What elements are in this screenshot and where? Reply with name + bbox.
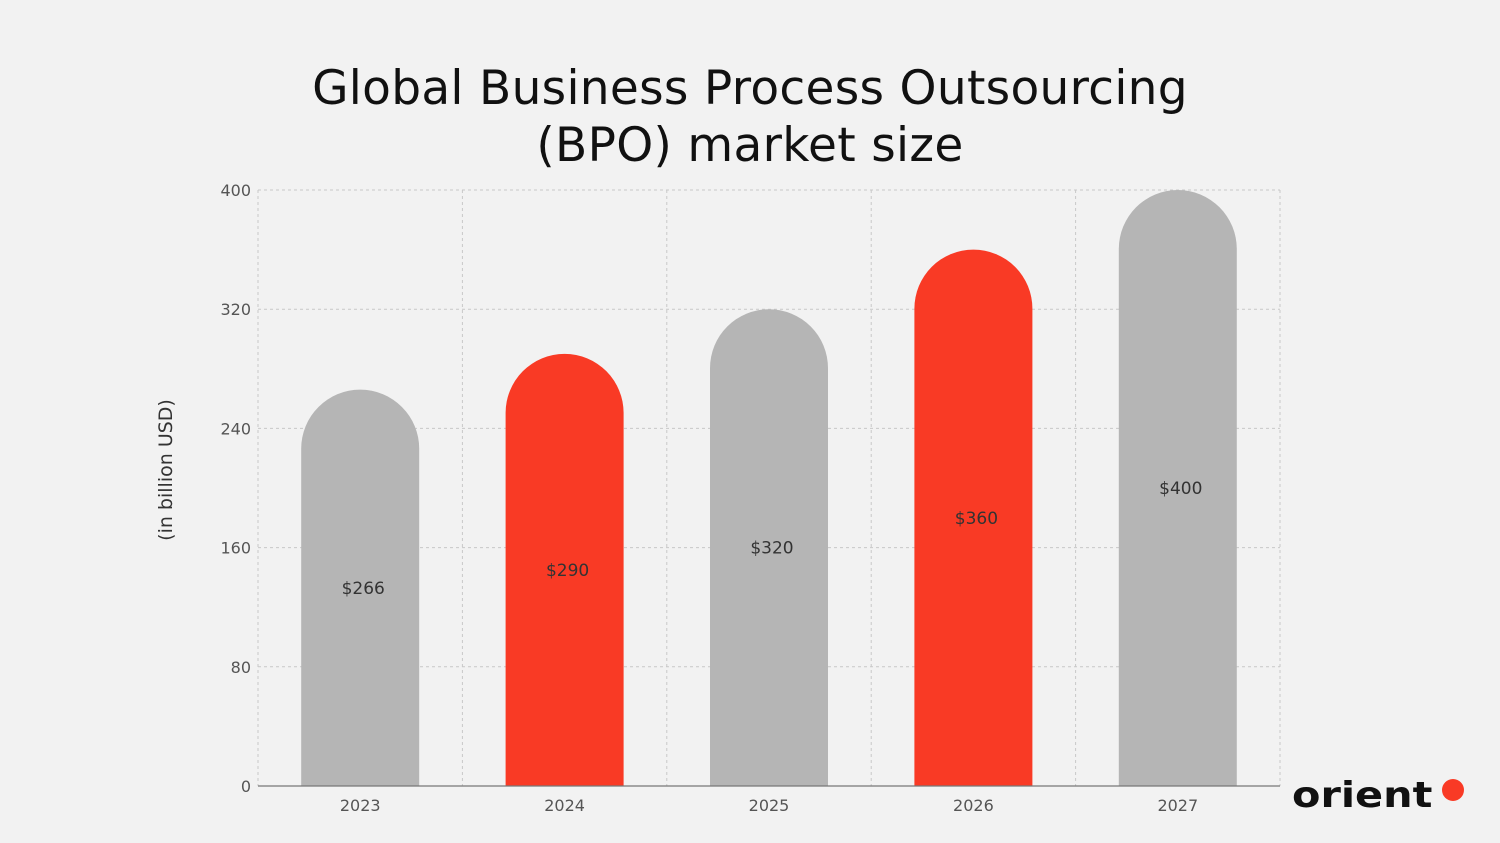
orient-logo: orient bbox=[1292, 775, 1433, 816]
y-tick-label: 0 bbox=[241, 777, 251, 796]
y-tick-label: 80 bbox=[231, 658, 251, 677]
x-tick-label: 2024 bbox=[544, 796, 585, 815]
data-label: $400 bbox=[1159, 479, 1202, 499]
data-label: $290 bbox=[546, 561, 589, 581]
x-tick-label: 2027 bbox=[1157, 796, 1198, 815]
chart-title-line-1: Global Business Process Outsourcing bbox=[312, 61, 1188, 116]
bar-2024 bbox=[505, 353, 624, 786]
logo-dot bbox=[1442, 779, 1464, 801]
chart-title: Global Business Process Outsourcing (BPO… bbox=[0, 60, 1500, 174]
x-tick-label: 2025 bbox=[749, 796, 790, 815]
bar-2023 bbox=[301, 389, 420, 786]
bar-2027 bbox=[1118, 189, 1237, 786]
x-tick-label: 2023 bbox=[340, 796, 381, 815]
bar-2026 bbox=[914, 249, 1033, 786]
y-tick-label: 160 bbox=[220, 539, 251, 558]
bar-2025 bbox=[710, 309, 828, 786]
y-tick-label: 400 bbox=[220, 181, 251, 200]
data-label: $360 bbox=[955, 509, 998, 529]
chart-title-line-2: (BPO) market size bbox=[536, 118, 964, 173]
x-tick-label: 2026 bbox=[953, 796, 994, 815]
data-label: $266 bbox=[342, 579, 385, 599]
y-tick-label: 240 bbox=[220, 419, 251, 438]
y-tick-label: 320 bbox=[220, 300, 251, 319]
data-label: $320 bbox=[750, 539, 793, 559]
